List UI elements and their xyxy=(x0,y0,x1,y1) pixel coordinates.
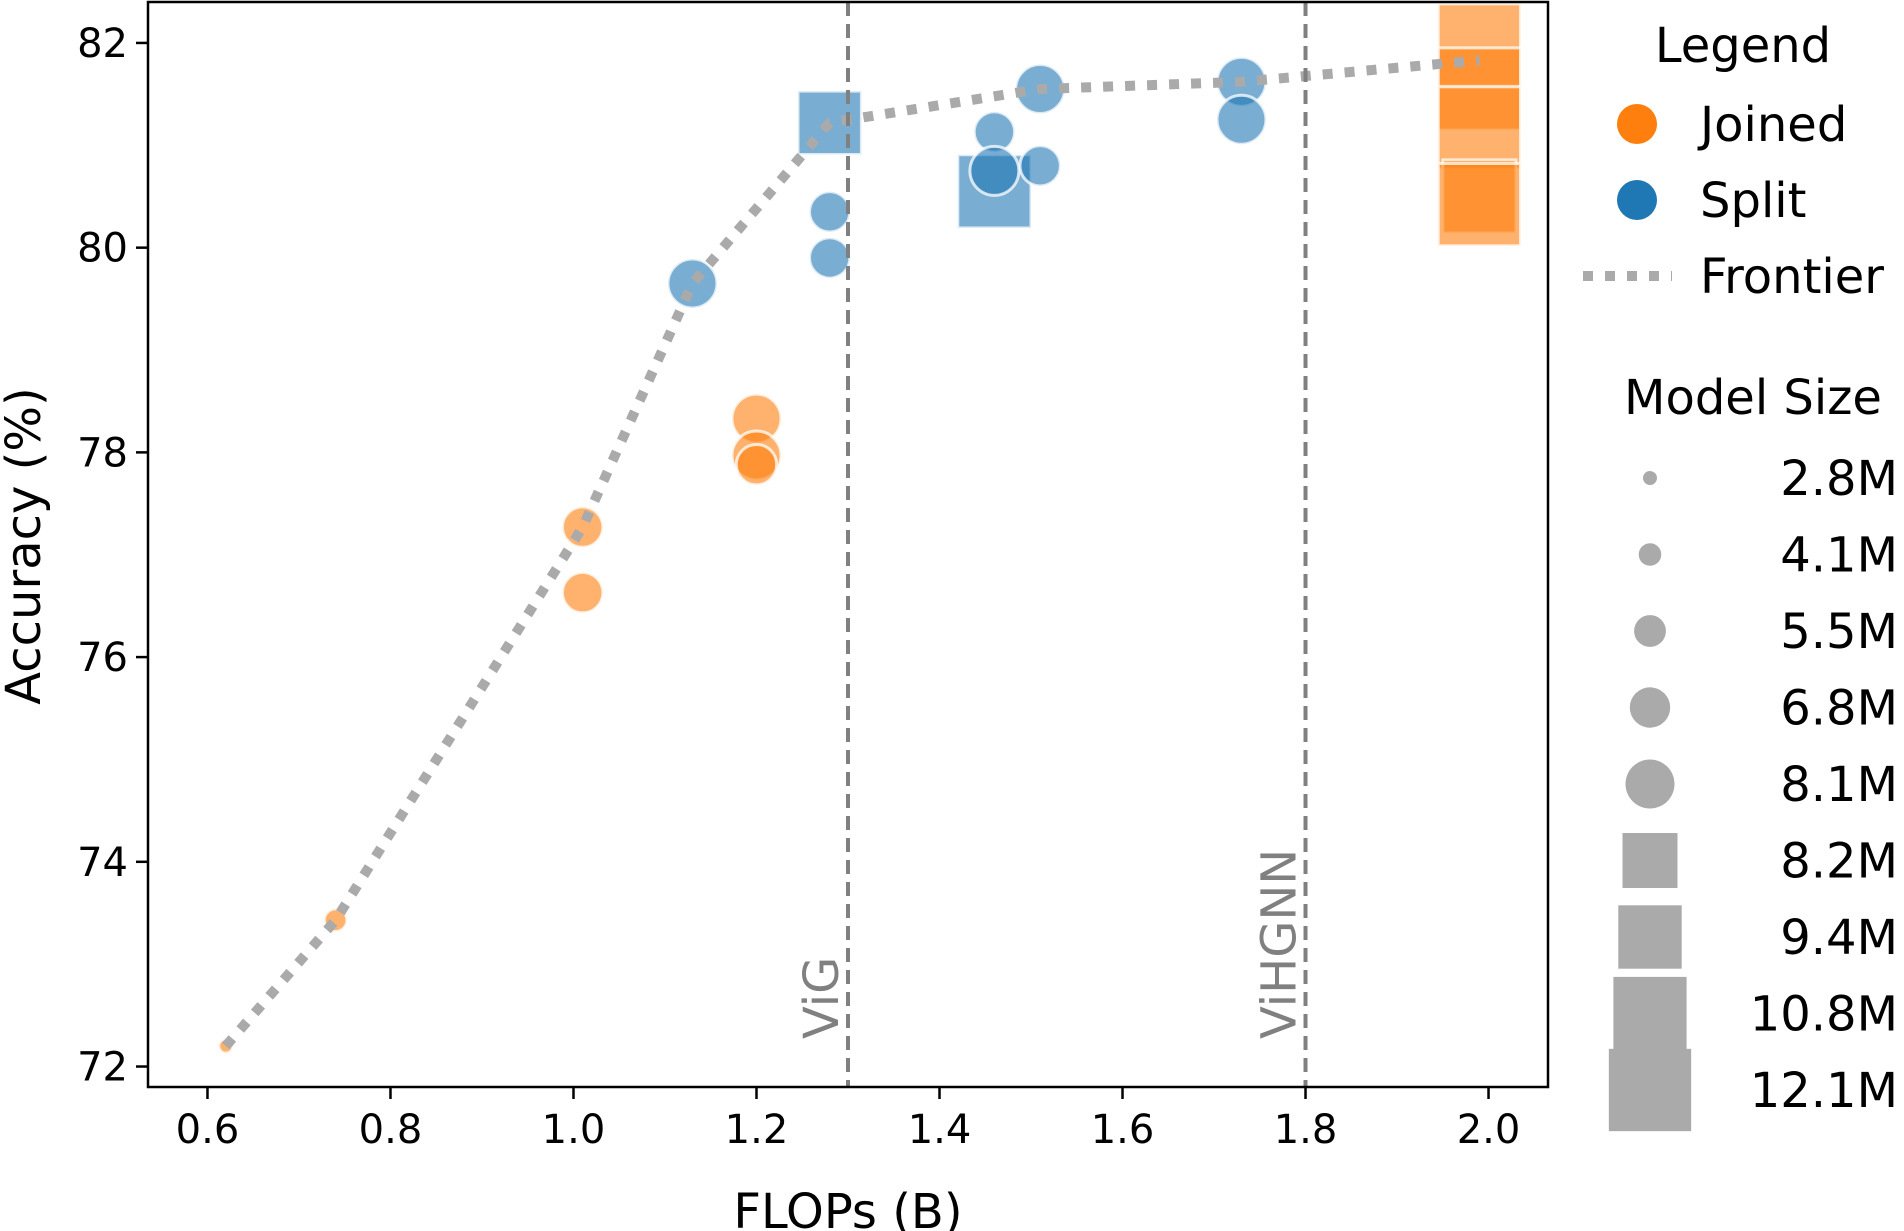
data-markers xyxy=(217,2,1523,1055)
size-legend-swatch xyxy=(1638,543,1662,566)
size-legend-swatch xyxy=(1622,833,1678,888)
y-axis: 72 74 76 78 80 82 xyxy=(77,21,148,1091)
size-legend-label: 2.8M xyxy=(1780,451,1898,507)
size-legend-label: 8.2M xyxy=(1780,834,1898,890)
legend-label-frontier: Frontier xyxy=(1700,249,1884,305)
reference-label-vig: ViG xyxy=(794,957,850,1039)
size-legend-label: 8.1M xyxy=(1780,757,1898,813)
reference-label-vihgnn: ViHGNN xyxy=(1252,849,1308,1039)
x-tick-label: 1.2 xyxy=(725,1107,789,1153)
y-tick-label: 72 xyxy=(77,1045,128,1091)
x-tick-label: 1.0 xyxy=(542,1107,606,1153)
size-legend-swatch xyxy=(1613,976,1687,1051)
point-joined xyxy=(734,442,779,487)
legend-split-swatch xyxy=(1617,180,1657,220)
y-axis-label: Accuracy (%) xyxy=(0,387,52,704)
y-tick-label: 82 xyxy=(77,21,128,67)
point-joined xyxy=(560,570,605,615)
size-legend-label: 10.8M xyxy=(1750,987,1898,1043)
x-tick-label: 0.8 xyxy=(359,1107,423,1153)
size-legend-swatch xyxy=(1625,759,1675,809)
point-split xyxy=(968,144,1021,197)
point-joined xyxy=(1436,85,1523,171)
y-tick-label: 76 xyxy=(77,635,128,681)
reference-lines: ViG ViHGNN xyxy=(794,2,1308,1087)
size-legend: Model Size 2.8M 4.1M 5.5M 6.8M 8.1M 8.2M 9.4M 10… xyxy=(1608,370,1898,1132)
legend-title: Legend xyxy=(1655,18,1831,74)
x-tick-label: 1.8 xyxy=(1274,1107,1338,1153)
frontier-line xyxy=(222,55,1480,1050)
size-legend-label: 5.5M xyxy=(1780,604,1898,660)
size-legend-label: 4.1M xyxy=(1780,528,1898,584)
y-tick-label: 78 xyxy=(77,430,128,476)
x-tick-label: 2.0 xyxy=(1457,1107,1521,1153)
size-legend-swatch xyxy=(1608,1048,1692,1132)
point-joined xyxy=(560,505,605,549)
y-tick-label: 80 xyxy=(77,226,128,272)
plot-frame xyxy=(146,0,1550,1089)
point-split xyxy=(807,190,852,234)
point-split xyxy=(1018,144,1062,188)
size-legend-swatch xyxy=(1634,615,1666,647)
legend-label-split: Split xyxy=(1700,173,1806,229)
point-joined xyxy=(1436,162,1523,248)
x-axis-label: FLOPs (B) xyxy=(733,1184,962,1231)
x-axis: 0.6 0.8 1.0 1.2 1.4 1.6 1.8 2.0 xyxy=(176,1087,1521,1153)
size-legend-swatch xyxy=(1629,687,1671,728)
size-legend-label: 6.8M xyxy=(1780,681,1898,737)
frontier-layer xyxy=(222,55,1480,1050)
x-tick-label: 1.6 xyxy=(1091,1107,1155,1153)
point-split xyxy=(1215,93,1268,146)
size-legend-label: 12.1M xyxy=(1750,1063,1898,1119)
size-legend-swatch xyxy=(1618,905,1682,969)
legend-joined-swatch xyxy=(1617,104,1657,144)
size-legend-label: 9.4M xyxy=(1780,910,1898,966)
point-split xyxy=(807,236,852,280)
size-legend-swatch xyxy=(1643,471,1657,485)
legend-label-joined: Joined xyxy=(1697,97,1847,153)
x-tick-label: 0.6 xyxy=(176,1107,240,1153)
size-legend-title: Model Size xyxy=(1624,370,1882,426)
point-split xyxy=(666,257,719,310)
x-tick-label: 1.4 xyxy=(908,1107,972,1153)
y-tick-label: 74 xyxy=(77,840,128,886)
legend: Legend Joined Split Frontier xyxy=(1583,18,1884,305)
